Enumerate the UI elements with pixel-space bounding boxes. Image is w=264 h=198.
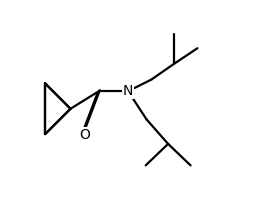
Text: N: N [123,84,133,98]
Text: O: O [80,128,91,142]
